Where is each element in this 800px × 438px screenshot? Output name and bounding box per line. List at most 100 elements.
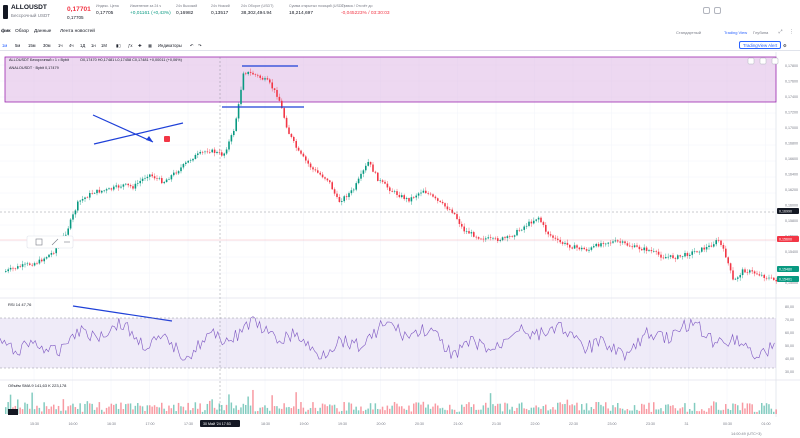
- volume-bar: [307, 409, 309, 414]
- timeframe-1m[interactable]: 1м: [2, 43, 8, 48]
- rectangle-tool-icon[interactable]: [35, 238, 43, 246]
- candle-body: [117, 185, 120, 188]
- symbol-name[interactable]: ALLOUSDT: [11, 4, 47, 11]
- redo-icon[interactable]: ↷: [198, 43, 202, 48]
- time-axis-label: 21:00: [454, 422, 463, 426]
- candle-body: [5, 271, 7, 272]
- tradingview-alert-button[interactable]: TradingView Alert: [739, 41, 782, 49]
- timeframe-1h[interactable]: 1ч: [58, 43, 63, 48]
- volume-bar: [91, 403, 93, 414]
- volume-bar: [713, 401, 715, 414]
- price-scale-label: 0,15400: [785, 250, 798, 254]
- candle-body: [768, 277, 770, 279]
- trend-line[interactable]: [72, 305, 173, 322]
- chart-tabs: фик Обзор Данные Лента новостей Стандарт…: [0, 28, 800, 38]
- tab-news[interactable]: Лента новостей: [60, 29, 95, 34]
- trend-line[interactable]: [93, 122, 184, 145]
- volume-bar: [657, 409, 660, 414]
- tab-overview[interactable]: Обзор: [15, 29, 29, 34]
- stat-label: Индекс. Цена: [96, 4, 119, 8]
- volume-bar: [216, 409, 218, 414]
- settings-icon[interactable]: [703, 7, 710, 14]
- timeframe-5m[interactable]: 5м: [15, 43, 21, 48]
- maximize-icon[interactable]: [759, 57, 767, 65]
- timeframe-1M[interactable]: 1М: [101, 43, 107, 48]
- candle-body: [273, 88, 276, 90]
- volume-bar: [504, 402, 506, 414]
- candle-body: [571, 247, 573, 249]
- volume-bar: [259, 407, 261, 414]
- volume-bar: [247, 396, 249, 414]
- layout-icon[interactable]: ▦: [148, 43, 152, 48]
- chevron-down-icon[interactable]: [747, 57, 755, 65]
- volume-bar: [605, 402, 607, 414]
- compare-icon[interactable]: ✚: [138, 43, 142, 48]
- candle-body: [636, 245, 638, 247]
- volume-bar: [341, 410, 343, 414]
- price-tag[interactable]: [777, 276, 799, 282]
- timeframe-30m[interactable]: 30м: [43, 43, 51, 48]
- candle-body: [521, 229, 523, 231]
- rsi-band: [0, 318, 776, 368]
- timezone-label[interactable]: 14:00:49 (UTC+3): [731, 432, 762, 436]
- candle-body: [17, 266, 19, 269]
- candle-body: [261, 77, 264, 80]
- indicators-button[interactable]: Индикаторы: [158, 43, 182, 48]
- view-tradingview[interactable]: Trading View: [724, 30, 748, 35]
- volume-bar: [180, 406, 182, 414]
- expand-icon[interactable]: [714, 7, 721, 14]
- trend-line[interactable]: [92, 114, 154, 143]
- candle-body: [595, 243, 597, 247]
- more-icon[interactable]: ⋮: [789, 29, 794, 35]
- candle-body: [259, 75, 261, 78]
- volume-bar: [98, 402, 101, 414]
- undo-icon[interactable]: ↶: [190, 43, 194, 48]
- gear-icon[interactable]: ⚙: [783, 43, 787, 48]
- price-tag[interactable]: [777, 208, 799, 214]
- tab-data[interactable]: Данные: [34, 29, 52, 34]
- candle-body: [593, 246, 595, 248]
- fullscreen-icon[interactable]: ⤢: [778, 29, 783, 35]
- tab-chart[interactable]: фик: [1, 29, 11, 34]
- chart-type-icon[interactable]: ▮▯: [116, 43, 121, 48]
- volume-bar: [482, 405, 485, 414]
- candle-body: [228, 141, 230, 150]
- timeframe-1d[interactable]: 1Д: [80, 43, 86, 48]
- timeframe-15m[interactable]: 15м: [28, 43, 36, 48]
- close-icon[interactable]: [771, 57, 779, 65]
- price-tag[interactable]: [777, 266, 799, 272]
- candle-body: [629, 245, 631, 247]
- volume-bar: [729, 410, 732, 414]
- candle-body: [602, 243, 605, 244]
- volume-bar: [261, 407, 264, 414]
- candle-body: [607, 242, 609, 244]
- timeframe-4h[interactable]: 4ч: [69, 43, 74, 48]
- volume-bar: [667, 404, 669, 414]
- price-scale-label: 0,17000: [785, 126, 798, 130]
- volume-bar: [331, 405, 333, 414]
- rsi-pane: 80,00 70,00 60,00 50,00 40,00 30,00: [0, 305, 794, 374]
- stat-item: 24ч Низкий 0,13517: [211, 4, 230, 16]
- pen-tool-icon[interactable]: [51, 238, 59, 246]
- candle-body: [453, 212, 456, 215]
- price-tag-label: 0,15480: [779, 268, 792, 272]
- price-tag[interactable]: [777, 236, 799, 242]
- volume-bar: [57, 405, 60, 414]
- volume-bar: [398, 406, 401, 414]
- volume-bar: [473, 404, 475, 414]
- view-standard[interactable]: Стандартный: [676, 30, 701, 35]
- view-depth[interactable]: Глубина: [753, 30, 769, 35]
- indicators-icon[interactable]: ƒx: [128, 43, 133, 48]
- arrow-head-icon[interactable]: [146, 136, 153, 142]
- candle-body: [26, 263, 29, 265]
- timeframe-1w[interactable]: 1н: [91, 43, 96, 48]
- alert-marker-icon[interactable]: [164, 136, 170, 142]
- menu-icon[interactable]: [3, 5, 8, 19]
- resistance-zone[interactable]: [4, 56, 777, 103]
- volume-bar: [326, 406, 329, 414]
- candle-body: [561, 242, 564, 244]
- candle-body: [48, 254, 50, 258]
- candle-body: [14, 268, 17, 270]
- candle-body: [345, 196, 348, 198]
